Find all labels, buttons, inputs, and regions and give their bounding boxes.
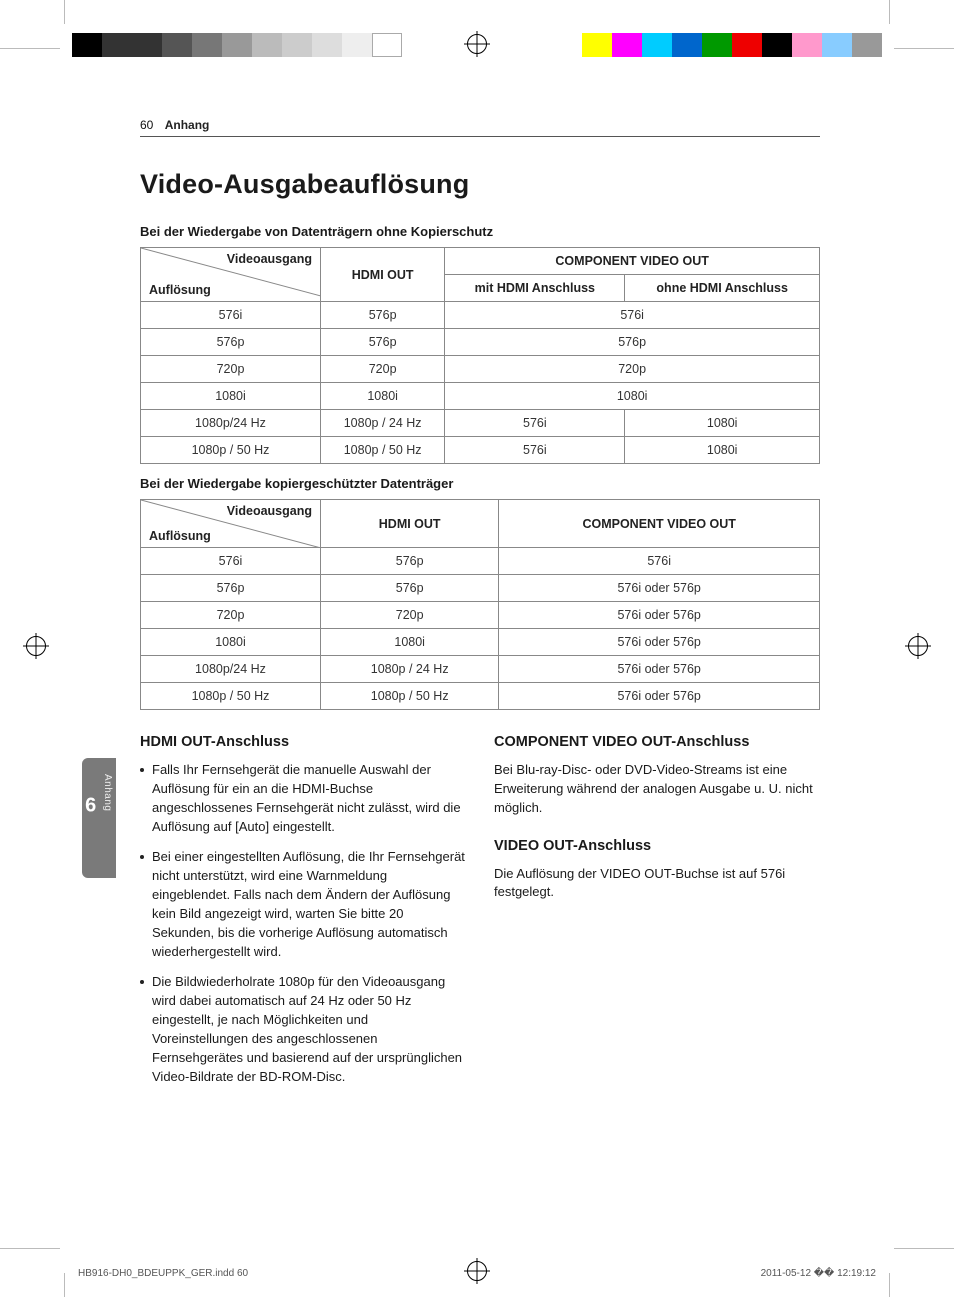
component-heading: COMPONENT VIDEO OUT-Anschluss [494, 732, 820, 753]
footer-left: HB916-DH0_BDEUPPK_GER.indd 60 [78, 1268, 248, 1279]
left-column: HDMI OUT-Anschluss Falls Ihr Fernsehgerä… [140, 732, 466, 1099]
table-row: 1080p/24 Hz1080p / 24 Hz576i1080i [141, 410, 820, 437]
table1-diag-header: Videoausgang Auflösung [141, 248, 321, 302]
table1-col-comp: COMPONENT VIDEO OUT [445, 248, 820, 275]
table2-col-comp: COMPONENT VIDEO OUT [499, 500, 820, 548]
table-row: 1080i1080i576i oder 576p [141, 629, 820, 656]
chapter-tab: 6 Anhang [82, 758, 116, 878]
table1-caption: Bei der Wiedergabe von Datenträgern ohne… [140, 224, 820, 239]
table-row: 720p720p576i oder 576p [141, 602, 820, 629]
section-name: Anhang [165, 118, 210, 132]
running-head: 60 Anhang [140, 118, 820, 137]
registration-top-icon [467, 34, 487, 54]
table-row: 720p720p720p [141, 356, 820, 383]
videoout-heading: VIDEO OUT-Anschluss [494, 836, 820, 857]
table-row: 1080i1080i1080i [141, 383, 820, 410]
chapter-label: Anhang [102, 774, 113, 811]
table-row: 576p576p576p [141, 329, 820, 356]
bullet-item: Die Bildwiederholrate 1080p für den Vide… [140, 973, 466, 1086]
table-row: 1080p/24 Hz1080p / 24 Hz576i oder 576p [141, 656, 820, 683]
chapter-number: 6 [85, 794, 96, 816]
bullet-item: Bei einer eingestellten Auflösung, die I… [140, 848, 466, 961]
table-row: 576i576p576i [141, 548, 820, 575]
page-number: 60 [140, 118, 153, 132]
table2-diag-header: Videoausgang Auflösung [141, 500, 321, 548]
registration-right-icon [908, 636, 928, 656]
videoout-text: Die Auflösung der VIDEO OUT-Buchse ist a… [494, 865, 820, 903]
bullet-item: Falls Ihr Fernsehgerät die manuelle Ausw… [140, 761, 466, 836]
print-footer: HB916-DH0_BDEUPPK_GER.indd 60 2011-05-12… [78, 1268, 876, 1279]
table2-caption: Bei der Wiedergabe kopiergeschützter Dat… [140, 476, 820, 491]
table-row: 1080p / 50 Hz1080p / 50 Hz576i1080i [141, 437, 820, 464]
table-row: 576i576p576i [141, 302, 820, 329]
table2-col-hdmi: HDMI OUT [321, 500, 499, 548]
table1-col-comp-with: mit HDMI Anschluss [445, 275, 625, 302]
table1-col-hdmi: HDMI OUT [321, 248, 445, 302]
table2: Videoausgang Auflösung HDMI OUT COMPONEN… [140, 499, 820, 710]
hdmi-heading: HDMI OUT-Anschluss [140, 732, 466, 753]
right-column: COMPONENT VIDEO OUT-Anschluss Bei Blu-ra… [494, 732, 820, 1099]
registration-left-icon [26, 636, 46, 656]
graybar-icon [72, 33, 402, 57]
colorbar-icon [582, 33, 882, 57]
table1: Videoausgang Auflösung HDMI OUT COMPONEN… [140, 247, 820, 464]
page-title: Video-Ausgabeauflösung [140, 169, 820, 200]
table1-col-comp-without: ohne HDMI Anschluss [625, 275, 820, 302]
component-text: Bei Blu-ray-Disc- oder DVD-Video-Streams… [494, 761, 820, 818]
table-row: 576p576p576i oder 576p [141, 575, 820, 602]
table-row: 1080p / 50 Hz1080p / 50 Hz576i oder 576p [141, 683, 820, 710]
footer-right: 2011-05-12 �� 12:19:12 [761, 1268, 876, 1279]
